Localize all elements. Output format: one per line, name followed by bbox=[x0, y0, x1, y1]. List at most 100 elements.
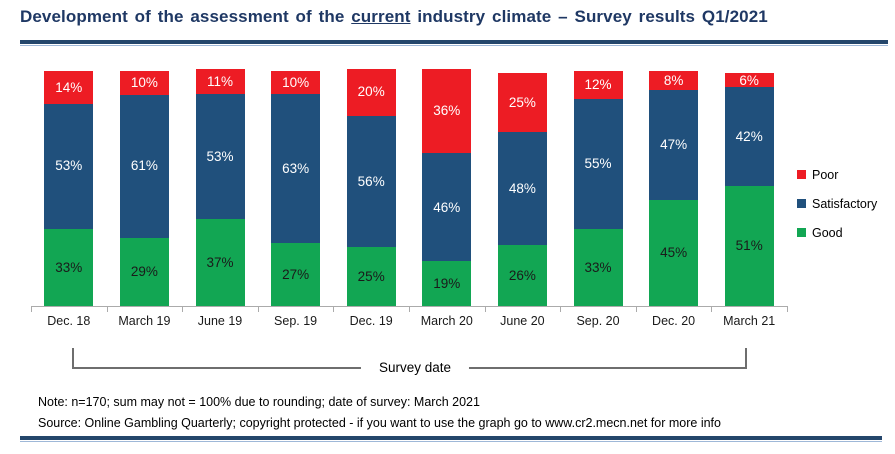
bar-march-21: 51% 42% 6% bbox=[724, 72, 774, 306]
bar-segment-good: 25% bbox=[346, 247, 396, 306]
bar-value-label: 51% bbox=[735, 238, 763, 254]
bar-segment-poor: 20% bbox=[346, 68, 396, 116]
legend-label: Poor bbox=[812, 167, 839, 182]
bar-value-label: 36% bbox=[433, 103, 461, 119]
bar-segment-satisfactory: 47% bbox=[649, 89, 699, 201]
bar-dec-20: 45% 47% 8% bbox=[649, 70, 699, 306]
bar-value-label: 6% bbox=[739, 72, 759, 88]
bar-segment-satisfactory: 42% bbox=[724, 87, 774, 187]
x-tick-label: Dec. 18 bbox=[47, 314, 91, 328]
legend-swatch-icon bbox=[797, 170, 806, 179]
bar-value-label: 45% bbox=[660, 245, 688, 261]
title-divider-rule-shadow bbox=[20, 45, 888, 46]
bar-sep-20: 33% 55% 12% bbox=[573, 71, 623, 306]
legend-item-good: Good bbox=[797, 218, 877, 247]
bar-value-label: 27% bbox=[282, 266, 310, 282]
bar-segment-satisfactory: 63% bbox=[271, 94, 321, 243]
bar-value-label: 25% bbox=[357, 268, 385, 284]
x-tick-label: June 20 bbox=[500, 314, 545, 328]
bar-segment-poor: 10% bbox=[271, 70, 321, 95]
x-axis-tick-mark bbox=[484, 306, 486, 312]
x-axis-tick-mark bbox=[711, 306, 713, 312]
bar-value-label: 37% bbox=[206, 254, 234, 270]
legend-label: Satisfactory bbox=[812, 196, 878, 211]
x-axis-tick-mark bbox=[333, 306, 335, 312]
bar-segment-poor: 10% bbox=[119, 71, 169, 95]
x-tick-label: Dec. 19 bbox=[349, 314, 393, 328]
x-axis-tick-mark bbox=[106, 306, 108, 312]
note-line: Note: n=170; sum may not = 100% due to r… bbox=[38, 395, 480, 409]
page-title: Development of the assessment of the cur… bbox=[20, 7, 880, 27]
bar-segment-satisfactory: 48% bbox=[497, 132, 547, 245]
bar-segment-good: 26% bbox=[497, 244, 547, 306]
bar-value-label: 55% bbox=[584, 156, 612, 172]
bar-segment-satisfactory: 46% bbox=[422, 153, 472, 262]
bar-segment-good: 29% bbox=[119, 237, 169, 306]
bar-value-label: 19% bbox=[433, 275, 461, 291]
bar-march-19: 29% 61% 10% bbox=[119, 71, 169, 306]
page-title-pre: Development of the assessment of the bbox=[20, 7, 352, 26]
bar-segment-satisfactory: 53% bbox=[44, 103, 94, 229]
source-line: Source: Online Gambling Quarterly; copyr… bbox=[38, 416, 721, 430]
bar-value-label: 26% bbox=[508, 267, 536, 283]
bar-value-label: 14% bbox=[55, 79, 83, 95]
bar-value-label: 10% bbox=[130, 75, 158, 91]
bar-value-label: 63% bbox=[282, 160, 310, 176]
bar-segment-poor: 11% bbox=[195, 68, 245, 95]
bar-segment-poor: 14% bbox=[44, 71, 94, 104]
bar-value-label: 20% bbox=[357, 84, 385, 100]
bar-segment-poor: 36% bbox=[422, 68, 472, 154]
survey-date-bracket-left-tick bbox=[72, 348, 74, 369]
x-axis-tick-mark bbox=[560, 306, 562, 312]
bar-segment-good: 51% bbox=[724, 186, 774, 306]
page-title-post: industry climate – Survey results Q1/202… bbox=[410, 7, 768, 26]
bar-value-label: 61% bbox=[130, 158, 158, 174]
bar-value-label: 48% bbox=[508, 180, 536, 196]
bar-value-label: 47% bbox=[660, 137, 688, 153]
legend-swatch-icon bbox=[797, 228, 806, 237]
x-tick-label: Sep. 19 bbox=[274, 314, 318, 328]
bar-value-label: 12% bbox=[584, 77, 612, 93]
bar-segment-satisfactory: 55% bbox=[573, 99, 623, 229]
x-axis-tick-mark bbox=[409, 306, 410, 312]
x-axis-tick-mark bbox=[31, 306, 32, 312]
bar-sep-19: 27% 63% 10% bbox=[271, 70, 321, 306]
bar-value-label: 46% bbox=[433, 199, 461, 215]
x-tick-label: March 20 bbox=[420, 314, 473, 328]
bar-segment-satisfactory: 61% bbox=[119, 94, 169, 238]
bar-segment-poor: 12% bbox=[573, 71, 623, 100]
bar-value-label: 8% bbox=[663, 72, 684, 88]
bar-segment-poor: 25% bbox=[497, 73, 547, 133]
bar-value-label: 29% bbox=[130, 264, 158, 280]
bar-segment-satisfactory: 53% bbox=[195, 94, 245, 219]
bar-june-20: 26% 48% 25% bbox=[497, 73, 547, 306]
bottom-rule bbox=[20, 436, 882, 440]
bar-segment-good: 33% bbox=[44, 228, 94, 306]
legend-swatch-icon bbox=[797, 199, 806, 208]
bar-value-label: 11% bbox=[206, 73, 234, 89]
bar-value-label: 53% bbox=[206, 148, 234, 164]
bar-value-label: 53% bbox=[55, 158, 83, 174]
x-tick-label: Dec. 20 bbox=[652, 314, 696, 328]
bar-dec-19: 25% 56% 20% bbox=[346, 68, 396, 306]
bar-dec-18: 33% 53% 14% bbox=[44, 71, 94, 306]
bottom-rule-shadow bbox=[20, 441, 882, 442]
x-axis-tick-mark bbox=[182, 306, 184, 312]
bar-value-label: 42% bbox=[735, 129, 763, 145]
legend: Poor Satisfactory Good bbox=[797, 160, 877, 247]
bar-march-20: 19% 46% 36% bbox=[422, 68, 472, 306]
legend-item-poor: Poor bbox=[797, 160, 877, 189]
title-divider-rule bbox=[20, 40, 888, 44]
bar-june-19: 37% 53% 11% bbox=[195, 68, 245, 306]
bar-segment-good: 33% bbox=[573, 228, 623, 306]
page-title-underlined-word: current bbox=[351, 7, 411, 26]
survey-date-bracket-right-tick bbox=[745, 348, 747, 369]
x-tick-label: March 19 bbox=[118, 314, 171, 328]
x-tick-label: June 19 bbox=[197, 314, 243, 328]
bar-segment-good: 19% bbox=[422, 261, 472, 306]
x-axis-tick-mark bbox=[787, 306, 788, 312]
bar-segment-satisfactory: 56% bbox=[346, 115, 396, 248]
bar-value-label: 33% bbox=[55, 259, 83, 275]
